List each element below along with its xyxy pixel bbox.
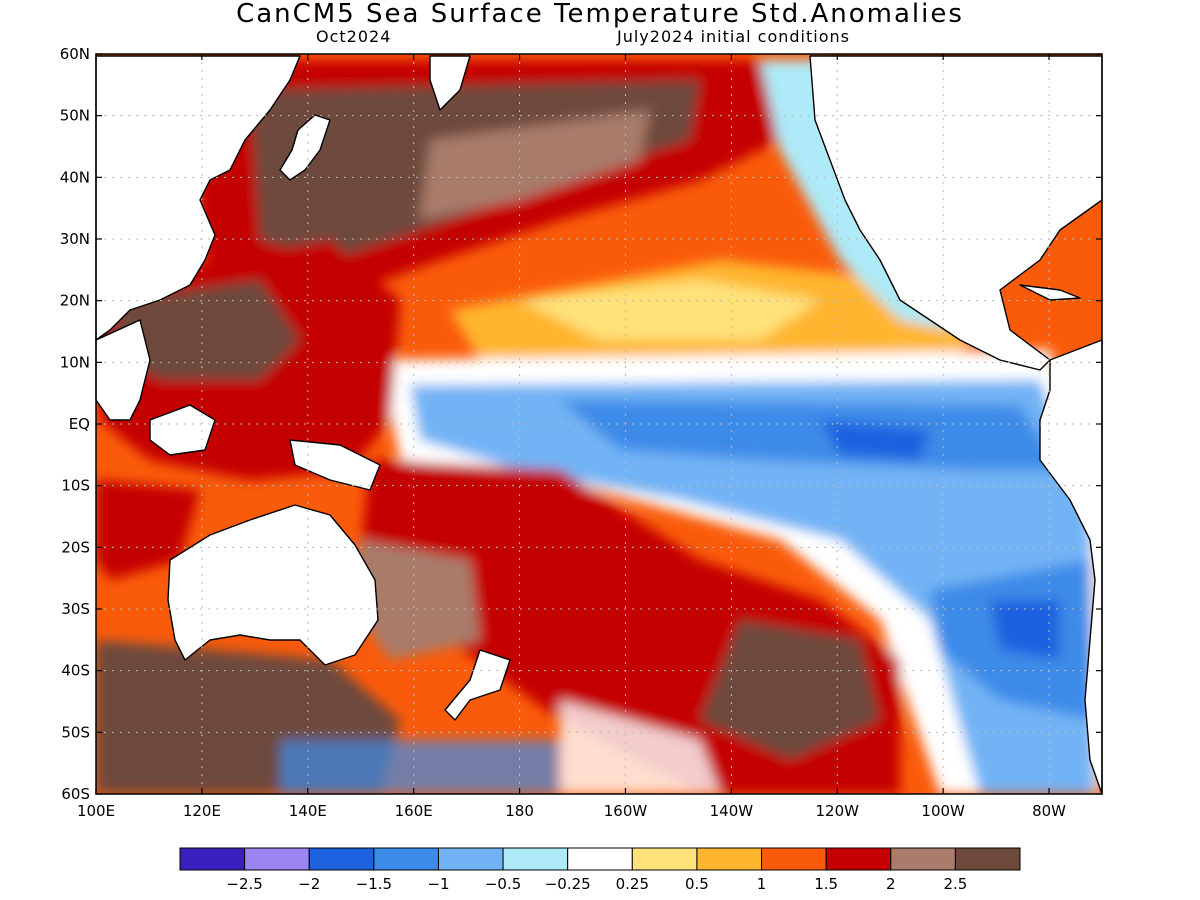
lon-label: 120E [183,802,221,820]
initial-conditions: July2024 initial conditions [617,27,850,46]
colorbar-swatch [502,847,569,871]
colorbar-swatch [954,847,1021,871]
asia-landmass [95,55,301,341]
lon-label: 100W [921,802,965,820]
lon-label: 140W [710,802,754,820]
lat-label: 40S [61,662,90,680]
lat-label: 50S [61,723,90,741]
kamchatka-peninsula [429,55,471,111]
colorbar-tick-label: 2 [886,875,896,893]
north-america-landmass [809,55,1103,371]
colorbar-labels: −2.5 −2 −1.5 −1 −0.5 −0.25 0.25 0.5 1 1.5 2 2.5 [226,875,967,893]
new-zealand-islands [444,649,511,721]
colorbar-swatch [179,847,246,871]
lon-label: 160E [395,802,433,820]
colorbar-tick-label: −2.5 [226,875,262,893]
colorbar-tick-label: 0.5 [685,875,709,893]
map-title: CanCM5 Sea Surface Temperature Std.Anoma… [236,0,964,29]
lon-label: 160W [604,802,648,820]
colorbar-tick-label: 2.5 [943,875,967,893]
lat-label: 10S [61,477,90,495]
indochina-peninsula [95,319,151,421]
japan-island [279,114,331,181]
colorbar-swatch [761,847,827,871]
longitude-labels: 100E 120E 140E 160E 180 160W 140W 120W 100W 80W [77,802,1066,820]
axis-ticks [95,53,1102,795]
continents [95,55,1103,795]
lat-label: 40N [60,168,90,186]
colorbar-swatch [244,847,310,871]
colorbar-swatch [308,847,375,871]
colorbar-swatch [825,847,892,871]
forecast-month: Oct2024 [316,27,392,46]
lon-label: 100E [77,802,115,820]
colorbar-tick-label: −2 [298,875,320,893]
new-guinea-island [289,439,381,491]
grid-lines [96,54,1102,794]
lat-label: 60S [61,785,90,803]
colorbar-tick-label: −1.5 [356,875,392,893]
colorbar-tick-label: −0.5 [485,875,521,893]
colorbar-tick-label: 1 [757,875,767,893]
lat-label: 20S [61,538,90,556]
colorbar-tick-label: 1.5 [814,875,838,893]
colorbar-swatch [373,847,439,871]
lat-label: 10N [60,353,90,371]
lat-label: EQ [69,415,90,433]
lat-label: 20N [60,292,90,310]
lon-label: 120W [816,802,860,820]
colorbar-swatch [567,847,633,871]
colorbar-swatch [437,847,504,871]
lon-label: 180 [505,802,534,820]
colorbar-swatch [631,847,698,871]
australia-continent [167,504,379,666]
lat-label: 30N [60,230,90,248]
lat-label: 30S [61,600,90,618]
lon-label: 140E [289,802,327,820]
latitude-labels: 60N 50N 40N 30N 20N 10N EQ 10S 20S 30S 40S 50S 60S [60,45,90,803]
colorbar-tick-label: −1 [427,875,449,893]
colorbar-swatch [696,847,763,871]
colorbar-swatch [890,847,956,871]
colorbar-tick-label: −0.25 [545,875,591,893]
lat-label: 50N [60,107,90,125]
lat-label: 60N [60,45,90,63]
colorbar-tick-label: 0.25 [616,875,649,893]
colorbar [179,847,1021,871]
caribbean-islands [1019,284,1081,301]
borneo-island [149,404,216,456]
lon-label: 80W [1032,802,1066,820]
